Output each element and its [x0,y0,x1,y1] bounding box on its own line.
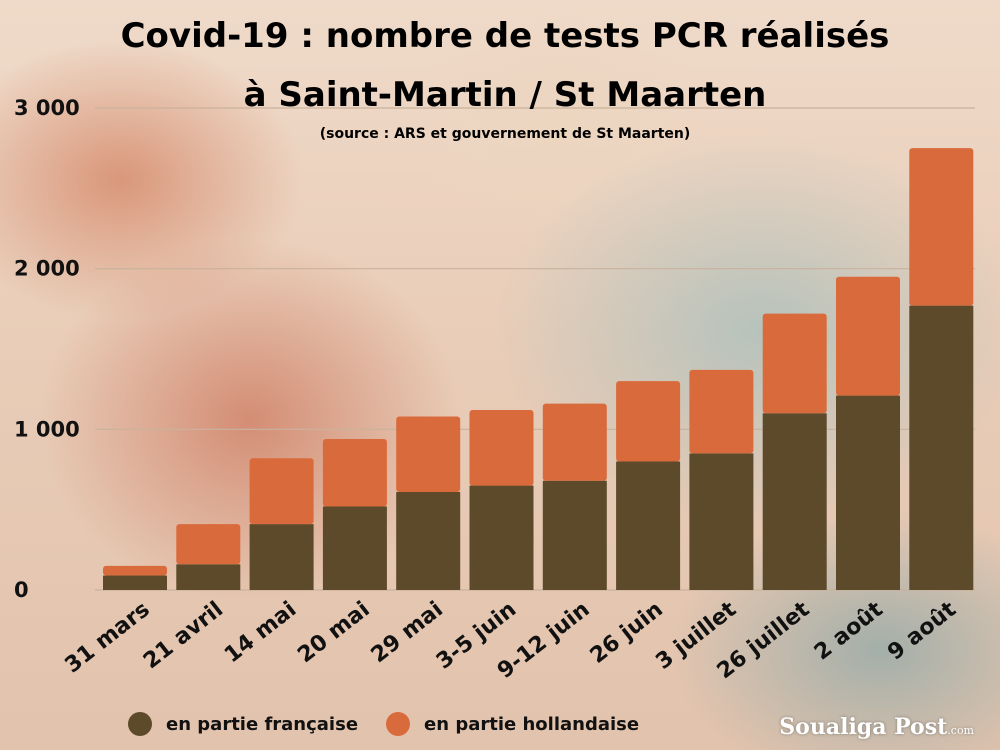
bar-segment-nl [103,565,167,576]
x-tick-label: 21 avril [139,597,228,674]
bar-segment-fr [396,491,461,590]
bar-segment-fr [762,413,827,590]
bar-segment-fr [542,480,607,590]
grid-layer [95,107,975,591]
bar-segment-nl [836,276,900,396]
bar-segment-fr [836,395,900,590]
bar-segment-fr [249,524,314,590]
legend-label-nl: en partie hollandaise [424,713,640,735]
bar-segment-nl [762,313,827,414]
y-tick-label: 1 000 [14,417,80,441]
bar-segment-nl [176,524,241,565]
y-axis: 0 1 000 2 000 3 000 [14,96,80,602]
bar-segment-fr [469,485,534,590]
legend-item-nl: en partie hollandaise [386,712,639,736]
legend-swatch-fr [128,712,152,736]
logo-suffix: .com [947,724,974,737]
x-tick-label: 9 août [883,597,961,666]
x-tick-label: 2 août [810,597,888,666]
bar-segment-nl [689,369,754,454]
logo: Soualiga Post.com [779,714,974,740]
chart-subtitle: (source : ARS et gouvernement de St Maar… [320,126,691,142]
y-tick-label: 0 [14,578,29,602]
x-tick-label: 14 mai [220,597,301,668]
bar-segment-fr [322,506,387,590]
chart-title-line2: à Saint-Martin / St Maarten [244,75,767,115]
legend: en partie française en partie hollandais… [128,712,667,736]
legend-swatch-nl [386,712,411,736]
x-tick-label: 31 mars [61,597,155,678]
bar-segment-nl [542,403,607,481]
bar-segment-nl [396,416,461,492]
x-tick-label: 20 mai [293,597,374,668]
legend-item-fr: en partie française [128,712,358,736]
bar-segment-fr [616,461,681,590]
chart-title: Covid-19 : nombre de tests PCR réalisés [121,16,890,56]
bar-segment-nl [322,438,387,507]
bar-layer [103,148,974,590]
logo-name: Soualiga Post [779,714,948,740]
bar-segment-nl [909,148,974,306]
legend-label-fr: en partie française [166,713,359,735]
bar-segment-fr [103,575,167,590]
bar-segment-nl [616,381,681,462]
bar-segment-fr [176,564,241,590]
y-tick-label: 3 000 [14,96,80,120]
bar-segment-nl [469,410,534,486]
bar-segment-fr [689,453,754,590]
bar-segment-fr [909,305,974,590]
y-tick-label: 2 000 [14,257,80,281]
bar-segment-nl [249,458,314,525]
